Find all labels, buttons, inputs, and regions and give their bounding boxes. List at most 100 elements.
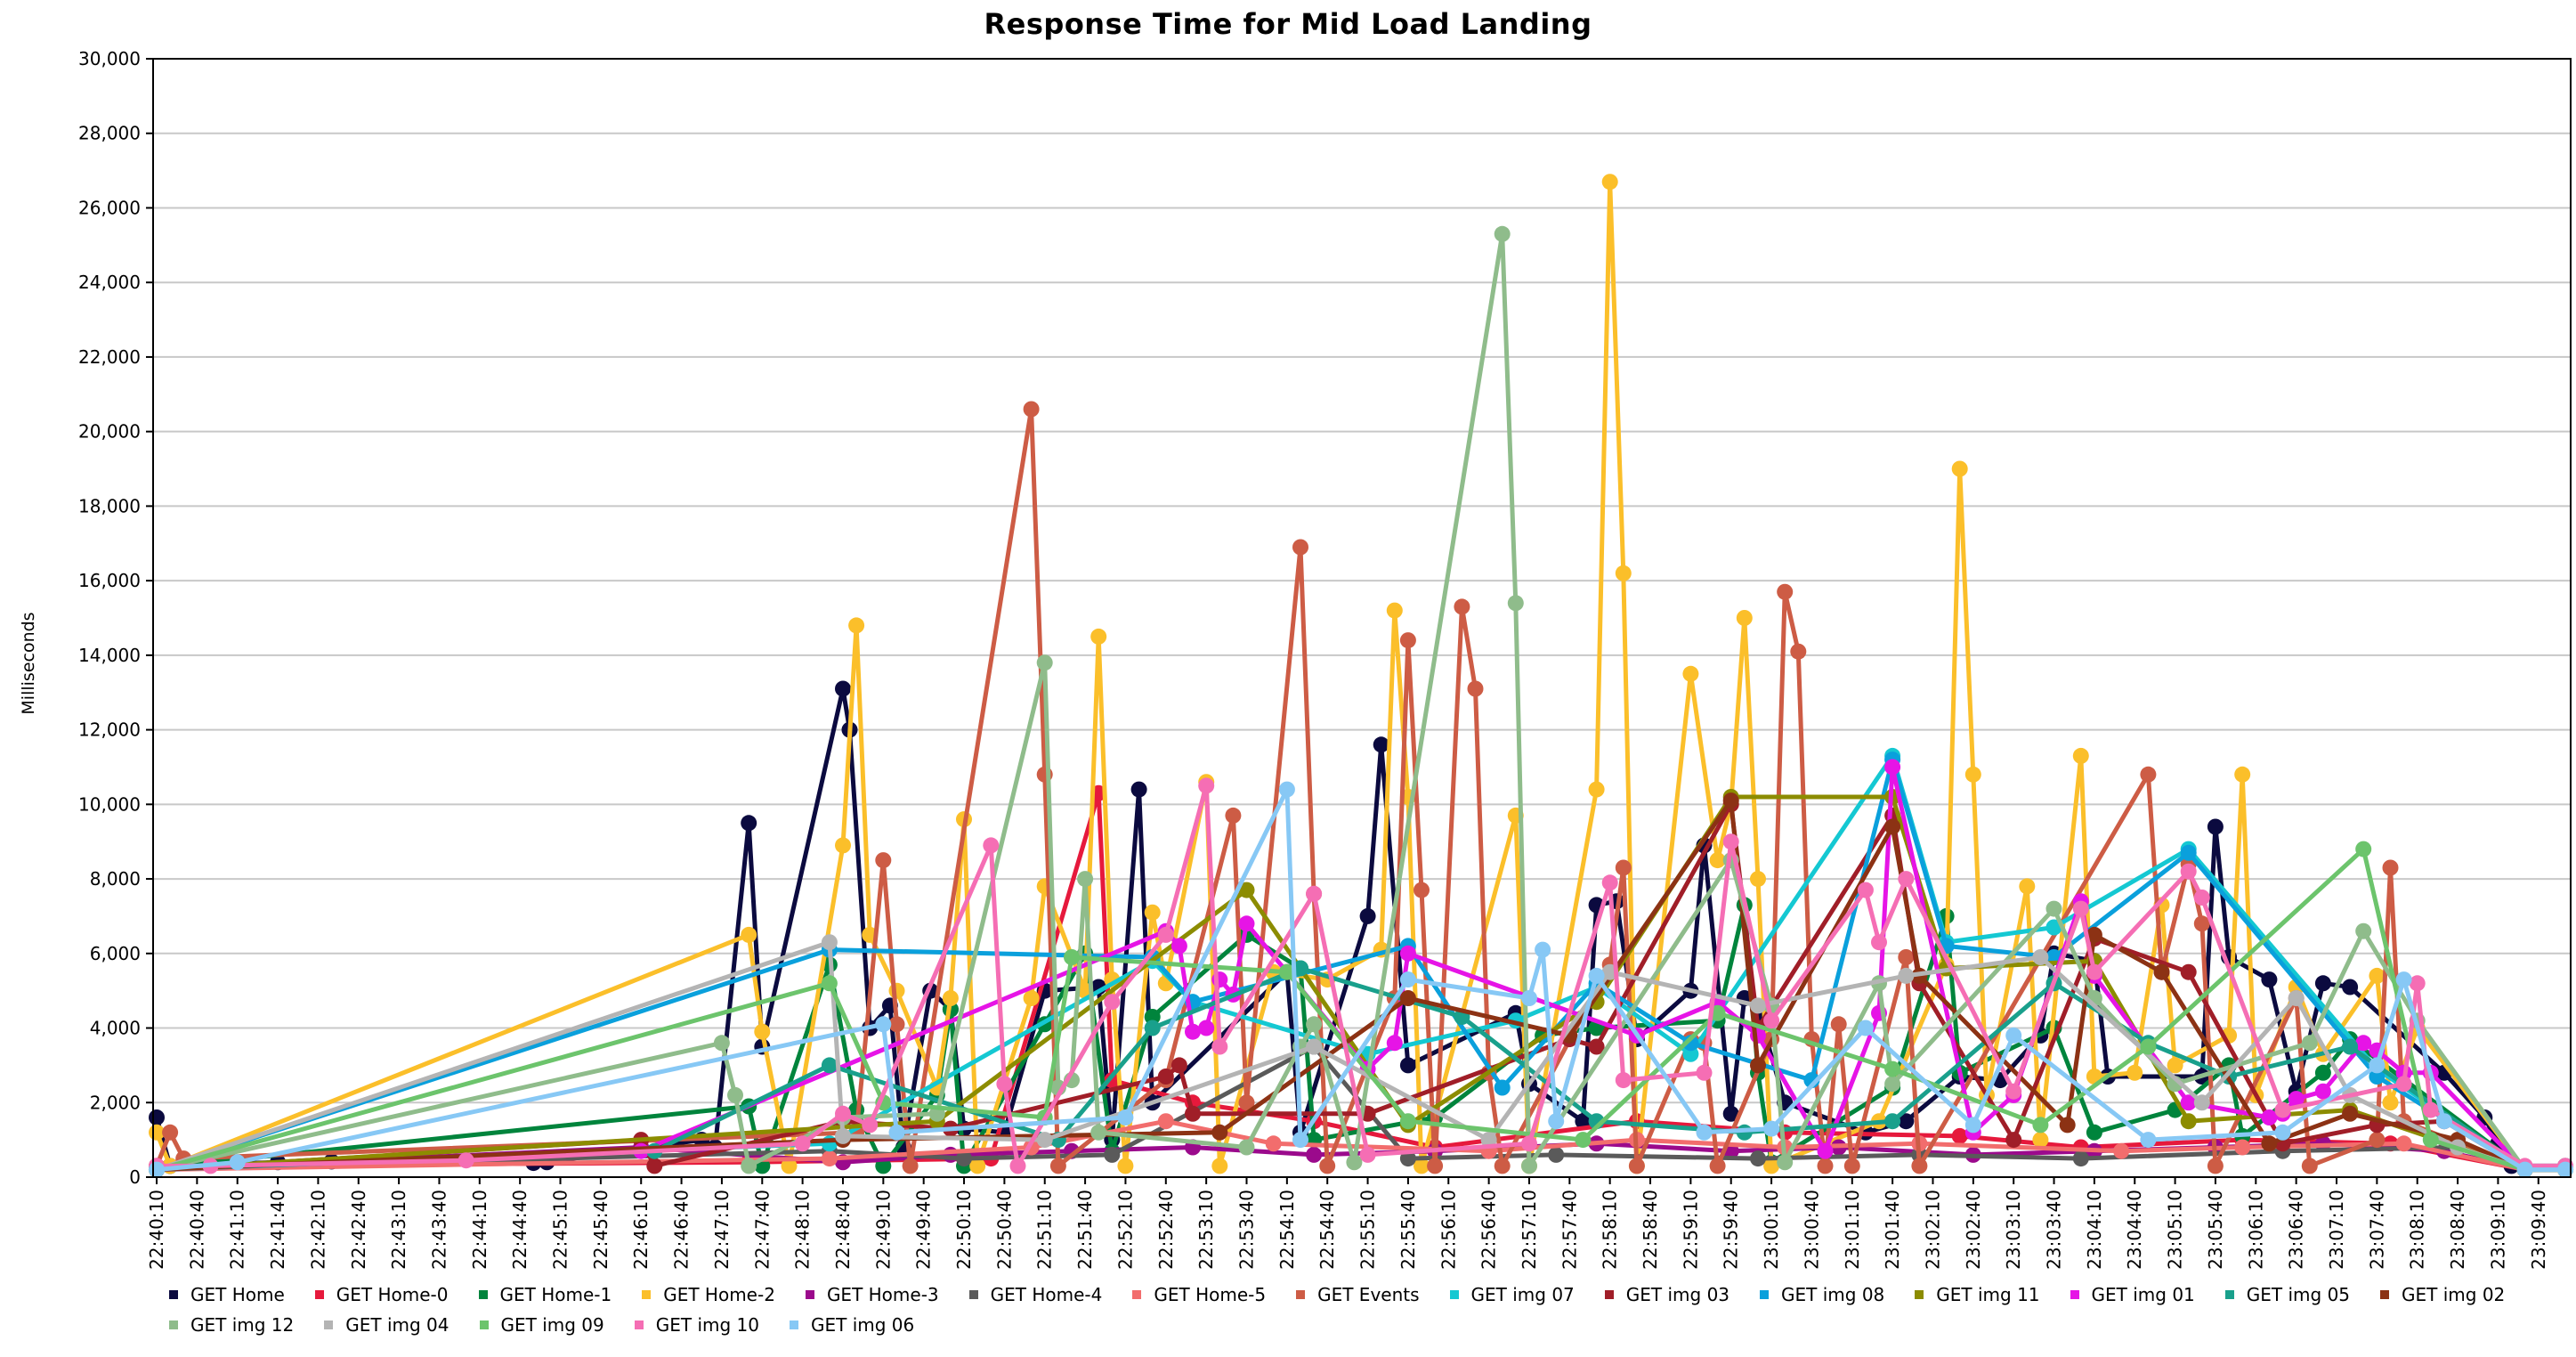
data-point bbox=[2045, 900, 2062, 917]
data-point bbox=[1521, 1135, 1537, 1152]
data-point bbox=[902, 1158, 919, 1174]
data-point bbox=[1359, 907, 1376, 924]
data-point bbox=[1588, 967, 1605, 984]
legend-swatch bbox=[2380, 1290, 2390, 1299]
data-point bbox=[1615, 1072, 1632, 1089]
data-point bbox=[1494, 1158, 1511, 1174]
data-point bbox=[1238, 1094, 1255, 1111]
legend-swatch bbox=[478, 1290, 488, 1299]
data-point bbox=[1399, 1057, 1416, 1074]
data-point bbox=[1884, 759, 1901, 776]
legend-label: GET img 01 bbox=[2091, 1284, 2195, 1305]
data-point bbox=[2207, 1158, 2224, 1174]
y-tick-labels: 0 2,000 4,000 6,000 8,000 10,000 12,000 14,000 1… bbox=[78, 48, 153, 1188]
data-point bbox=[1373, 736, 1389, 753]
data-point bbox=[754, 1023, 771, 1040]
data-point bbox=[2086, 1124, 2102, 1141]
legend-swatch bbox=[324, 1320, 334, 1329]
series-lines bbox=[149, 174, 2573, 1178]
data-point bbox=[1414, 882, 1430, 898]
data-point bbox=[1023, 401, 1040, 418]
legend-item: GET img 11 bbox=[1915, 1282, 2040, 1307]
data-point bbox=[1790, 643, 1807, 660]
data-point bbox=[1750, 1150, 1766, 1167]
data-point bbox=[1454, 598, 1470, 615]
y-tick-label: 2,000 bbox=[90, 1092, 141, 1113]
data-point bbox=[2422, 1132, 2439, 1149]
data-point bbox=[888, 1016, 905, 1033]
data-point bbox=[1306, 1016, 1323, 1033]
x-tick-label: 22:48:10 bbox=[792, 1190, 814, 1270]
data-point bbox=[2019, 878, 2036, 895]
series-get-img-12 bbox=[149, 225, 2573, 1178]
data-point bbox=[1049, 1158, 1066, 1174]
legend-label: GET img 05 bbox=[2246, 1284, 2351, 1305]
legend-label: GET img 08 bbox=[1781, 1284, 1885, 1305]
data-point bbox=[2140, 766, 2157, 783]
x-tick-label: 23:00:40 bbox=[1801, 1190, 1822, 1270]
data-point bbox=[1198, 777, 1215, 794]
data-point bbox=[2005, 1132, 2022, 1149]
data-point bbox=[2261, 1109, 2278, 1125]
x-tick-label: 22:50:40 bbox=[993, 1190, 1015, 1270]
data-point bbox=[2207, 818, 2224, 835]
data-point bbox=[996, 1076, 1013, 1093]
x-tick-label: 22:56:10 bbox=[1438, 1190, 1459, 1270]
x-tick-label: 22:42:10 bbox=[307, 1190, 328, 1270]
data-point bbox=[2072, 747, 2089, 764]
x-tick-label: 22:53:10 bbox=[1195, 1190, 1217, 1270]
data-point bbox=[821, 934, 838, 951]
x-tick-label: 22:50:10 bbox=[953, 1190, 975, 1270]
x-tick-label: 22:41:40 bbox=[267, 1190, 288, 1270]
series-get-img-06 bbox=[149, 781, 2573, 1178]
data-point bbox=[1898, 967, 1915, 984]
data-point bbox=[2557, 1161, 2573, 1178]
data-point bbox=[1575, 1113, 1592, 1130]
data-point bbox=[1898, 949, 1915, 965]
data-point bbox=[1763, 1120, 1780, 1137]
legend: GET Home GET Home-0 GET Home-1 GET Home-2 GE… bbox=[169, 1282, 2537, 1337]
series-line bbox=[156, 966, 2565, 1173]
data-point bbox=[2032, 949, 2049, 965]
data-point bbox=[1884, 1060, 1901, 1077]
legend-swatch bbox=[169, 1320, 178, 1329]
data-point bbox=[1857, 882, 1874, 898]
legend-swatch bbox=[169, 1290, 178, 1299]
x-tick-label: 22:40:40 bbox=[186, 1190, 207, 1270]
data-point bbox=[1777, 583, 1794, 600]
data-point bbox=[2355, 841, 2372, 857]
data-point bbox=[1359, 1146, 1376, 1163]
data-point bbox=[875, 1016, 892, 1033]
y-tick-label: 8,000 bbox=[90, 868, 141, 890]
data-point bbox=[2072, 1150, 2089, 1167]
x-tick-label: 23:04:40 bbox=[2124, 1190, 2145, 1270]
data-point bbox=[1130, 781, 1147, 798]
data-point bbox=[1722, 792, 1739, 809]
data-point bbox=[1399, 1113, 1416, 1130]
data-point bbox=[1346, 1154, 1363, 1171]
x-tick-label: 23:08:10 bbox=[2407, 1190, 2428, 1270]
data-point bbox=[2126, 1064, 2143, 1081]
data-point bbox=[2140, 1038, 2157, 1055]
data-point bbox=[2288, 1091, 2305, 1108]
data-point bbox=[835, 680, 851, 697]
legend-label: GET Home-4 bbox=[990, 1284, 1103, 1305]
data-point bbox=[2072, 900, 2089, 917]
legend-label: GET Home-2 bbox=[663, 1284, 775, 1305]
data-point bbox=[1399, 1150, 1416, 1167]
legend-swatch bbox=[479, 1320, 489, 1329]
legend-item: GET Home-2 bbox=[642, 1282, 775, 1307]
data-point bbox=[1211, 1158, 1228, 1174]
data-point bbox=[1736, 610, 1753, 626]
data-point bbox=[1157, 1069, 1174, 1085]
x-tick-label: 22:57:10 bbox=[1519, 1190, 1540, 1270]
x-tick-label: 22:43:40 bbox=[428, 1190, 450, 1270]
data-point bbox=[1278, 781, 1295, 798]
data-point bbox=[1292, 1132, 1308, 1149]
data-point bbox=[2342, 979, 2359, 995]
plot-frame bbox=[152, 58, 2572, 1178]
data-point bbox=[1090, 1124, 1107, 1141]
x-tick-label: 23:01:10 bbox=[1842, 1190, 1863, 1270]
data-point bbox=[2032, 1117, 2049, 1134]
